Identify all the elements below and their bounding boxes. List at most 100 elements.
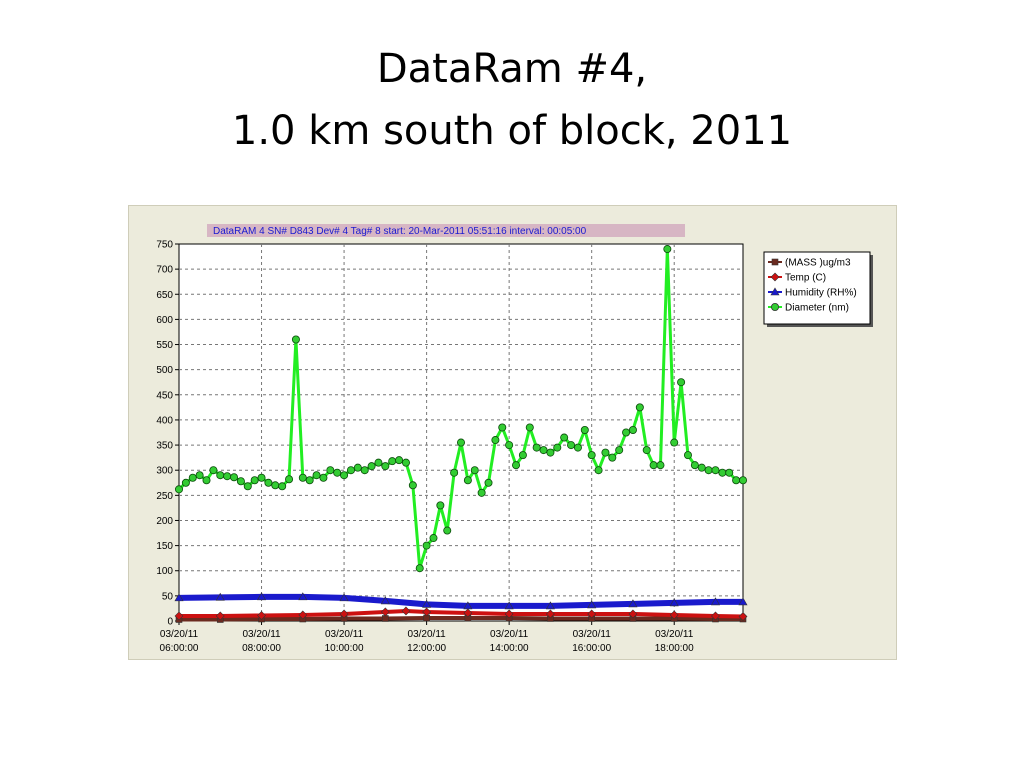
data-point-diameter	[188, 473, 197, 482]
data-point-diameter	[216, 471, 225, 480]
data-point-diameter	[319, 473, 328, 482]
x-tick-label-date: 03/20/11	[408, 629, 447, 640]
y-tick-label: 600	[156, 315, 173, 326]
data-point-temp	[711, 611, 720, 621]
data-point-diameter	[450, 468, 459, 477]
slide-title: DataRam #4, 1.0 km south of block, 2011	[0, 38, 1024, 162]
data-point-diameter	[518, 451, 527, 460]
plot-area	[178, 243, 744, 622]
data-point-diameter	[195, 471, 204, 480]
data-point-diameter	[340, 471, 349, 480]
data-point-diameter	[456, 438, 465, 447]
data-point-humidity	[463, 601, 473, 610]
data-point-diameter	[422, 541, 431, 550]
data-point-diameter	[608, 453, 617, 462]
data-point-diameter	[291, 335, 300, 344]
legend-label-humidity: Humidity (RH%)	[785, 288, 857, 299]
data-point-diameter	[388, 457, 397, 466]
x-tick-label-time: 12:00:00	[407, 643, 446, 654]
data-point-diameter	[209, 466, 218, 475]
data-point-diameter	[690, 461, 699, 470]
x-tick-label-time: 16:00:00	[572, 643, 611, 654]
data-point-diameter	[463, 476, 472, 485]
x-tick-label-date: 03/20/11	[242, 629, 281, 640]
data-point-humidity	[257, 592, 267, 601]
y-tick-label: 650	[156, 290, 173, 301]
data-point-diameter	[278, 482, 287, 491]
data-point-diameter	[573, 443, 582, 452]
y-tick-label: 250	[156, 491, 173, 502]
series-line-temp	[179, 608, 744, 619]
data-point-diameter	[353, 463, 362, 472]
x-tick-label-time: 14:00:00	[490, 643, 529, 654]
data-point-diameter	[532, 443, 541, 452]
data-point-diameter	[642, 446, 651, 455]
data-point-humidity	[174, 593, 184, 602]
data-point-diameter	[181, 478, 190, 487]
data-point-diameter	[739, 476, 748, 485]
data-point-diameter	[360, 466, 369, 475]
data-point-diameter	[326, 466, 335, 475]
data-point-temp	[669, 610, 679, 620]
data-point-diameter	[477, 488, 486, 497]
data-point-temp	[339, 609, 349, 619]
data-point-diameter	[333, 468, 342, 477]
x-tick-label-time: 08:00:00	[242, 643, 281, 654]
data-point-temp	[422, 607, 432, 617]
chart-panel: DataRAM 4 SN# D843 Dev# 4 Tag# 8 start: …	[128, 205, 897, 660]
y-tick-label: 700	[156, 265, 173, 276]
data-point-diameter	[512, 461, 521, 470]
data-point-humidity	[339, 593, 349, 602]
data-point-diameter	[704, 466, 713, 475]
legend-box	[763, 251, 871, 325]
data-point-diameter	[628, 425, 637, 434]
data-point-diameter	[697, 463, 706, 472]
y-tick-label: 200	[156, 516, 173, 527]
data-point-diameter	[429, 534, 438, 543]
x-tick-label-date: 03/20/11	[490, 629, 529, 640]
legend-label-diameter: Diameter (nm)	[785, 303, 849, 314]
y-tick-label: 400	[156, 415, 173, 426]
data-point-temp	[401, 606, 411, 616]
data-point-diameter	[401, 458, 410, 467]
data-point-diameter	[725, 468, 734, 477]
x-tick-label-date: 03/20/11	[655, 629, 694, 640]
y-tick-label: 0	[167, 617, 173, 628]
y-tick-label: 450	[156, 390, 173, 401]
y-tick-label: 350	[156, 441, 173, 452]
data-point-temp	[738, 612, 748, 621]
data-point-diameter	[257, 473, 266, 482]
data-point-diameter	[374, 458, 383, 467]
data-point-diameter	[271, 481, 280, 490]
chart-header-text: DataRAM 4 SN# D843 Dev# 4 Tag# 8 start: …	[213, 226, 587, 237]
data-point-diameter	[498, 423, 507, 432]
data-point-diameter	[436, 501, 445, 510]
legend-marker-diameter	[771, 303, 780, 312]
data-point-humidity	[215, 592, 225, 601]
data-point-diameter	[677, 378, 686, 387]
data-point-diameter	[415, 564, 424, 573]
data-point-diameter	[250, 476, 259, 485]
slide-title-line2: 1.0 km south of block, 2011	[231, 108, 793, 154]
data-point-humidity	[298, 592, 308, 601]
data-point-temp	[215, 611, 225, 621]
slide-title-line1: DataRam #4,	[376, 46, 648, 92]
data-point-diameter	[367, 462, 376, 471]
data-point-diameter	[663, 245, 672, 254]
data-point-humidity	[738, 597, 748, 606]
data-point-diameter	[223, 472, 232, 481]
data-point-diameter	[346, 466, 355, 475]
data-point-temp	[545, 609, 555, 619]
data-point-diameter	[230, 473, 239, 482]
data-point-diameter	[312, 471, 321, 480]
data-point-diameter	[683, 451, 692, 460]
data-point-diameter	[236, 477, 245, 486]
data-point-temp	[504, 609, 514, 619]
data-point-diameter	[381, 462, 390, 471]
data-point-humidity	[422, 599, 432, 608]
data-point-diameter	[567, 441, 576, 450]
data-point-temp	[628, 609, 638, 619]
legend-label-mass: (MASS )ug/m3	[785, 258, 851, 269]
y-tick-label: 50	[162, 591, 174, 602]
data-point-diameter	[711, 466, 720, 475]
